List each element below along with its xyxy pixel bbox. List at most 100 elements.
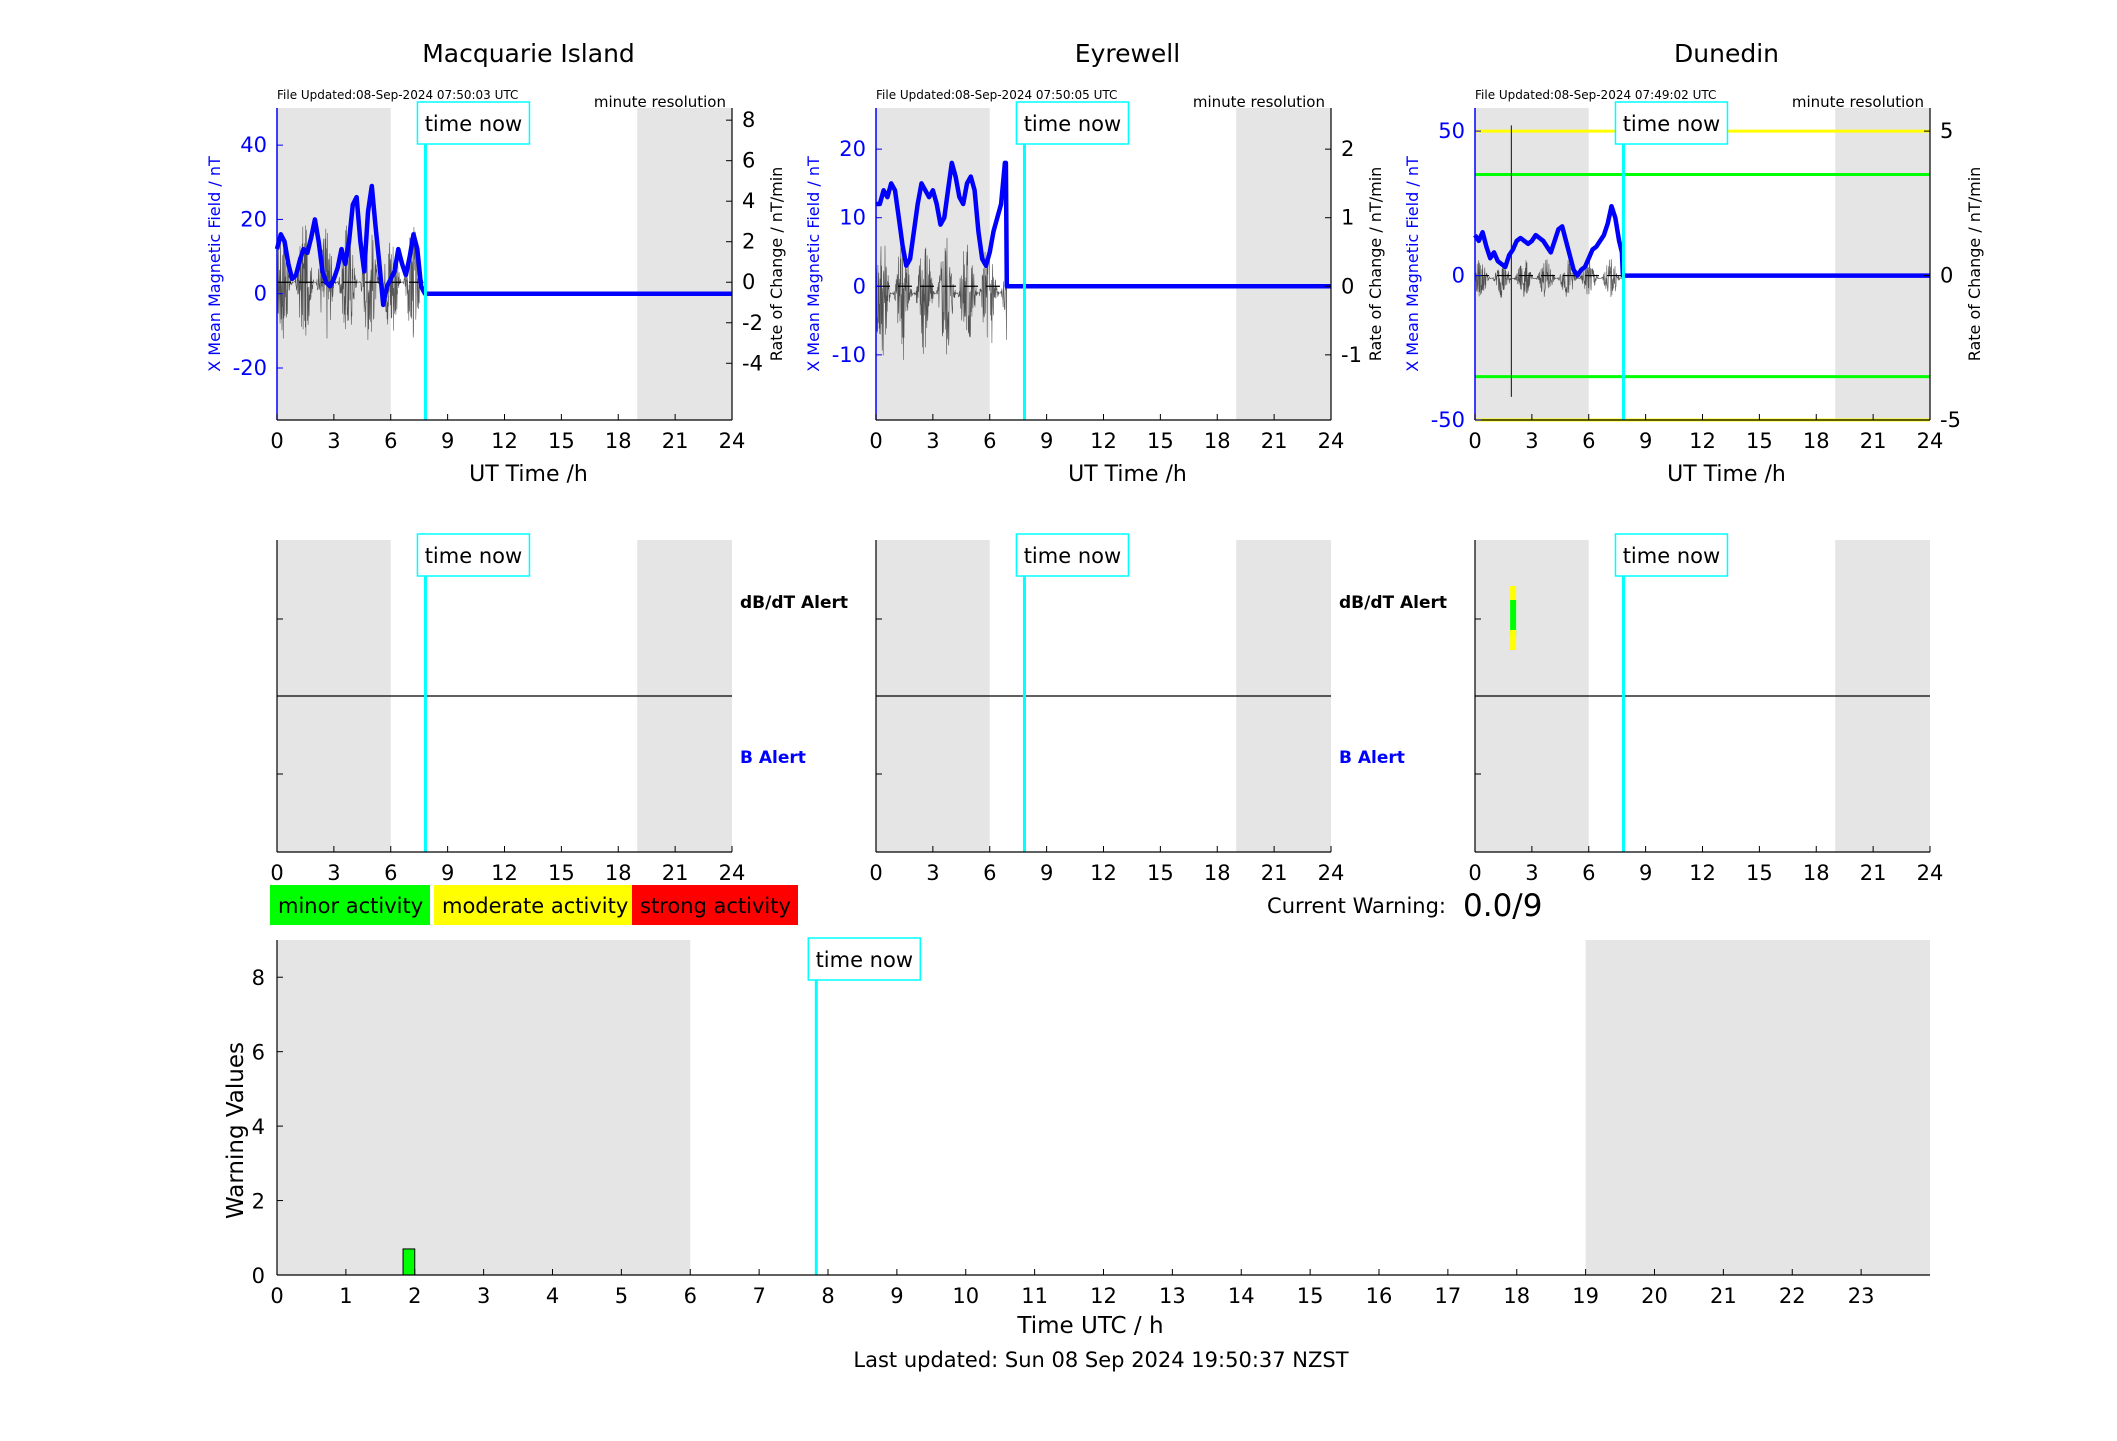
x-tick-label: 9 <box>441 429 454 453</box>
y-tick-label: 0 <box>254 282 267 306</box>
x-tick-label: 18 <box>1204 429 1231 453</box>
y-tick-label: 20 <box>839 137 866 161</box>
x-tick-label: 0 <box>270 429 283 453</box>
rate-of-change-series <box>875 236 1008 360</box>
x-tick-label: 13 <box>1159 1284 1186 1308</box>
x-tick-label: 9 <box>1040 861 1053 885</box>
x-tick-label: 14 <box>1228 1284 1255 1308</box>
rate-of-change-series <box>1474 258 1623 298</box>
x-tick-label: 9 <box>890 1284 903 1308</box>
x-tick-label: 18 <box>605 861 632 885</box>
y-axis-label: Warning Values <box>223 1042 249 1219</box>
y-tick-label: -20 <box>233 356 267 380</box>
x-tick-label: 6 <box>684 1284 697 1308</box>
x-tick-label: 15 <box>1147 429 1174 453</box>
legend-swatch-minor <box>270 885 430 925</box>
x-tick-label: 15 <box>1746 861 1773 885</box>
x-tick-label: 16 <box>1366 1284 1393 1308</box>
x-tick-label: 6 <box>983 429 996 453</box>
resolution-label: minute resolution <box>594 93 726 111</box>
y-tick-label: 2 <box>252 1190 265 1214</box>
resolution-label: minute resolution <box>1792 93 1924 111</box>
y-tick-label: 10 <box>839 206 866 230</box>
x-axis-label: UT Time /h <box>1667 462 1786 487</box>
y-tick-label: 0 <box>252 1264 265 1288</box>
x-tick-label: 24 <box>719 429 746 453</box>
night-band <box>1585 940 1930 1275</box>
x-tick-label: 22 <box>1779 1284 1806 1308</box>
x-tick-label: 21 <box>1261 861 1288 885</box>
x-tick-label: 1 <box>339 1284 352 1308</box>
x-tick-label: 21 <box>662 429 689 453</box>
current-warning-label: Current Warning: <box>1267 894 1446 918</box>
x-tick-label: 0 <box>1468 861 1481 885</box>
x-tick-label: 15 <box>548 861 575 885</box>
y-tick-label: 0 <box>1452 264 1465 288</box>
time-now-marker-label: time now <box>1024 112 1121 136</box>
y-right-tick-label: 4 <box>742 189 755 213</box>
x-tick-label: 5 <box>615 1284 628 1308</box>
x-tick-label: 6 <box>384 861 397 885</box>
y-right-tick-label: 0 <box>1940 264 1953 288</box>
x-tick-label: 3 <box>1525 861 1538 885</box>
warning-bar <box>402 1248 416 1276</box>
file-updated-label: File Updated:08-Sep-2024 07:49:02 UTC <box>1475 88 1716 102</box>
y-right-axis-label: Rate of Change / nT/min <box>1965 167 1984 362</box>
x-tick-label: 3 <box>327 861 340 885</box>
y-right-tick-label: 0 <box>742 270 755 294</box>
time-now-marker-box <box>1015 533 1130 577</box>
y-right-tick-label: 5 <box>1940 119 1953 143</box>
x-tick-label: 0 <box>869 429 882 453</box>
night-band <box>876 108 990 420</box>
night-band <box>277 940 691 1275</box>
y-right-tick-label: 0 <box>1341 274 1354 298</box>
y-right-axis-label: Rate of Change / nT/min <box>1366 167 1385 362</box>
x-tick-label: 21 <box>1860 861 1887 885</box>
time-now-marker-label: time now <box>425 544 522 568</box>
station-title: Dunedin <box>1674 39 1779 68</box>
activity-legend: minor activity moderate activity strong ac… <box>270 885 798 925</box>
y-right-tick-label: 2 <box>1341 137 1354 161</box>
x-tick-label: 11 <box>1021 1284 1048 1308</box>
legend-label-moderate: moderate activity <box>442 894 628 918</box>
file-updated-label: File Updated:08-Sep-2024 07:50:03 UTC <box>277 88 518 102</box>
x-tick-label: 0 <box>270 1284 283 1308</box>
alert-event-minor <box>1510 600 1517 636</box>
magnetic-field-series <box>1473 203 1930 278</box>
x-tick-label: 6 <box>1582 429 1595 453</box>
x-tick-label: 9 <box>1639 861 1652 885</box>
x-tick-label: 18 <box>1803 429 1830 453</box>
y-right-tick-label: -2 <box>742 311 763 335</box>
current-warning-value: 0.0/9 <box>1463 888 1542 924</box>
x-tick-label: 15 <box>1297 1284 1324 1308</box>
alert-panel-2: time now 0 3 6 9 12 15 18 21 24 <box>1468 533 1943 885</box>
x-tick-label: 12 <box>1090 429 1117 453</box>
time-now-marker-label: time now <box>1024 544 1121 568</box>
y-right-tick-label: 6 <box>742 149 755 173</box>
x-tick-label: 12 <box>1090 861 1117 885</box>
x-tick-label: 15 <box>1147 861 1174 885</box>
file-updated-label: File Updated:08-Sep-2024 07:50:05 UTC <box>876 88 1117 102</box>
y-right-tick-label: 8 <box>742 108 755 132</box>
x-tick-label: 24 <box>1318 429 1345 453</box>
time-now-marker-label: time now <box>1623 112 1720 136</box>
station-title: Macquarie Island <box>422 39 635 68</box>
legend-swatch-strong <box>632 885 798 925</box>
x-tick-label: 21 <box>662 861 689 885</box>
alert-panel-0: time now 0 3 6 9 12 15 18 21 24 dB/dT Alert B Alert <box>270 533 848 885</box>
time-now-marker-box <box>416 533 531 577</box>
y-right-tick-label: 1 <box>1341 206 1354 230</box>
time-now-marker-box <box>1614 101 1729 145</box>
legend-label-minor: minor activity <box>278 894 423 918</box>
y-tick-label: -10 <box>832 343 866 367</box>
night-band <box>277 108 391 420</box>
night-band <box>1835 108 1930 420</box>
y-right-tick-label: -4 <box>742 351 763 375</box>
x-tick-label: 0 <box>1468 429 1481 453</box>
resolution-label: minute resolution <box>1193 93 1325 111</box>
y-tick-label: 50 <box>1438 119 1465 143</box>
y-tick-label: 0 <box>853 274 866 298</box>
